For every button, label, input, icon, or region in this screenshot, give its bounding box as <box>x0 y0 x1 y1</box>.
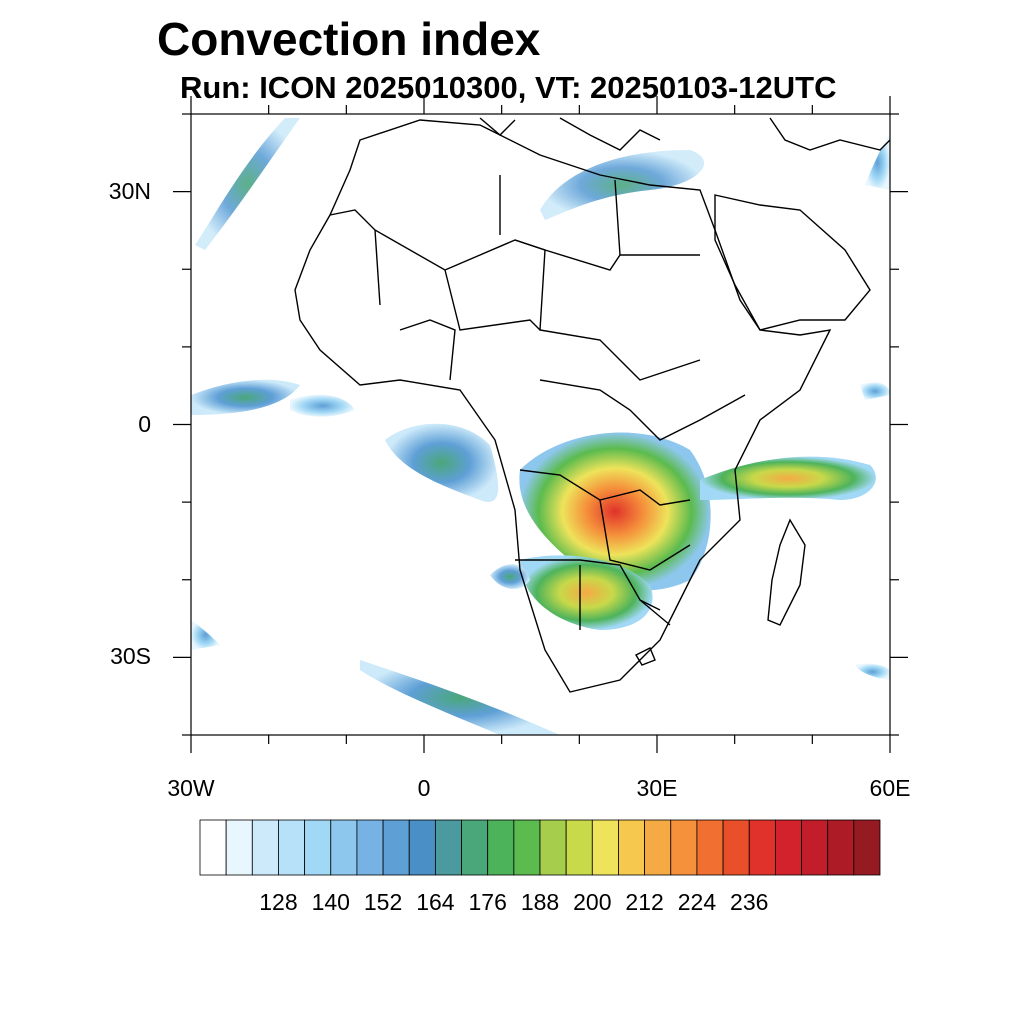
colorbar-label: 236 <box>730 889 769 915</box>
colorbar-label: 212 <box>625 889 664 915</box>
lake-outline <box>635 647 656 666</box>
convection-band <box>540 150 705 220</box>
country-border <box>514 239 701 381</box>
colorbar-label: 200 <box>573 889 612 915</box>
country-border <box>444 269 541 331</box>
map-frame <box>190 113 891 736</box>
colorbar-swatch <box>565 819 593 876</box>
colorbar-swatch <box>513 819 541 876</box>
axis-ticks <box>173 96 908 753</box>
convection-core <box>520 555 653 630</box>
colorbar-swatch <box>539 819 567 876</box>
lat-tick-label: 30S <box>110 643 151 670</box>
colorbar-swatch <box>591 819 619 876</box>
colorbar-label: 164 <box>416 889 455 915</box>
convection-band <box>290 394 355 417</box>
lat-tick-label: 30N <box>108 177 151 204</box>
arabia-coastline <box>714 194 871 331</box>
country-border <box>519 469 691 571</box>
convection-band <box>855 663 890 680</box>
country-border <box>329 209 700 306</box>
convection-core <box>519 432 711 591</box>
colorbar-label: 188 <box>520 889 560 915</box>
colorbar-swatch <box>408 819 436 876</box>
lon-tick-label: 30E <box>636 775 678 801</box>
africa-coastline <box>294 119 832 693</box>
colorbar-swatch <box>330 819 358 876</box>
country-border <box>499 175 621 256</box>
colorbar-swatch <box>644 819 672 876</box>
lat-tick-label: 0 <box>138 410 151 437</box>
colorbar-swatch <box>199 819 227 876</box>
colorbar-swatch <box>382 819 410 876</box>
convection-band <box>195 118 300 250</box>
colorbar-swatch <box>853 819 881 876</box>
convection-band <box>860 382 890 400</box>
colorbar-swatch <box>434 819 462 876</box>
country-border <box>399 319 456 381</box>
colorbar-label: 176 <box>468 889 507 915</box>
colorbar-label: 128 <box>259 889 298 915</box>
colorbar-swatch <box>774 819 802 876</box>
convection-field <box>191 118 890 735</box>
colorbar-swatch <box>278 819 306 876</box>
colorbar-swatch <box>487 819 515 876</box>
colorbar <box>199 819 881 876</box>
convection-band <box>700 456 876 500</box>
colorbar-label: 140 <box>311 889 350 915</box>
convection-band <box>191 620 220 650</box>
colorbar-swatch <box>251 819 279 876</box>
convection-band <box>360 660 560 735</box>
chart-title: Convection index <box>157 13 541 65</box>
colorbar-swatch <box>461 819 489 876</box>
lon-tick-label: 30W <box>167 775 215 801</box>
colorbar-swatch <box>722 819 750 876</box>
convection-band <box>865 135 890 190</box>
colorbar-swatch <box>748 819 776 876</box>
country-border <box>539 379 746 441</box>
country-border <box>579 565 671 630</box>
lon-tick-label: 60E <box>869 775 911 801</box>
colorbar-swatch <box>618 819 646 876</box>
colorbar-swatch <box>304 819 332 876</box>
europe-coastline <box>479 117 890 151</box>
country-border <box>515 559 661 611</box>
colorbar-label: 224 <box>677 889 717 915</box>
colorbar-swatch <box>670 819 698 876</box>
convection-band <box>191 379 300 415</box>
colorbar-label: 152 <box>363 889 403 915</box>
colorbar-swatch <box>356 819 384 876</box>
convection-band <box>385 423 499 502</box>
madagascar-coastline <box>767 518 806 626</box>
chart-subtitle: Run: ICON 2025010300, VT: 20250103-12UTC <box>180 70 837 105</box>
coastlines-and-borders <box>294 117 890 693</box>
lon-tick-label: 0 <box>417 775 431 801</box>
colorbar-swatch <box>827 819 855 876</box>
colorbar-swatch <box>801 819 829 876</box>
colorbar-swatch <box>696 819 724 876</box>
country-border <box>599 489 691 506</box>
colorbar-swatch <box>225 819 253 876</box>
